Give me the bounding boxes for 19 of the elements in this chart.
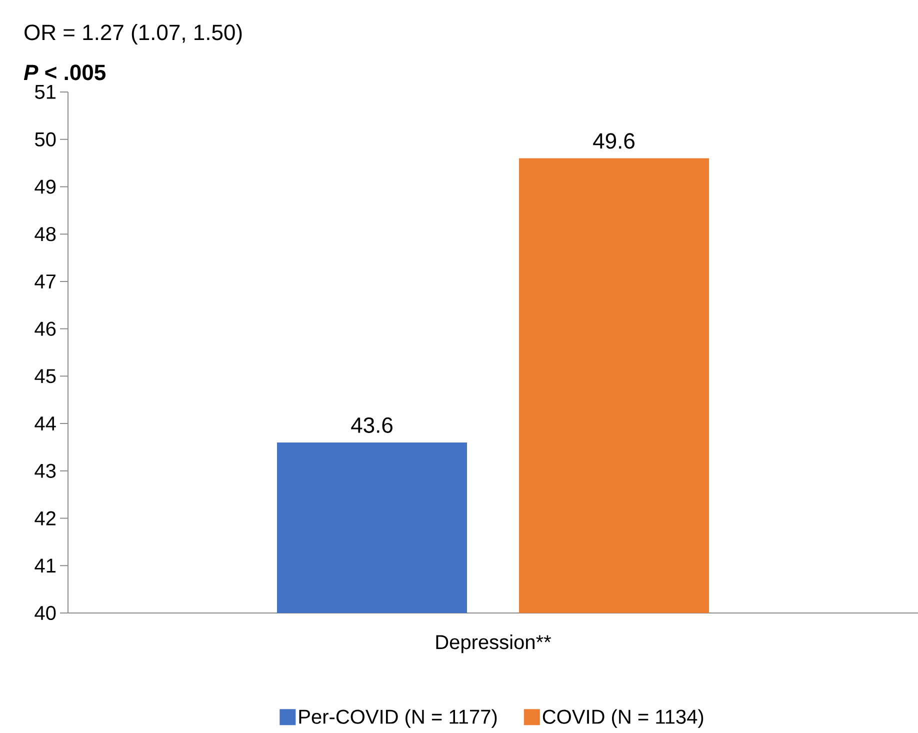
y-tick-label: 46 [34, 322, 56, 336]
y-tick-label: 45 [34, 369, 56, 384]
y-tick-label: 44 [34, 416, 56, 430]
y-tick-label: 47 [34, 274, 56, 288]
legend-label: COVID (N = 1134) [542, 709, 704, 728]
legend-label: Per-COVID (N = 1177) [299, 709, 497, 728]
chart-title: OR = 1.27 (1.07, 1.50) [24, 24, 242, 45]
y-tick-label: 50 [35, 132, 56, 146]
x-tick-label: Depression** [436, 634, 552, 654]
y-tick-label: 42 [34, 511, 56, 526]
data-label: 49.6 [593, 133, 634, 149]
chart-subtitle: P < .005 [24, 64, 106, 80]
y-tick-label: 49 [34, 180, 56, 194]
y-tick-label: 40 [34, 606, 56, 620]
data-label: 43.6 [351, 417, 392, 433]
y-tick-label: 41 [34, 558, 56, 573]
y-tick-label: 51 [35, 85, 56, 99]
y-tick-label: 48 [34, 227, 56, 242]
y-tick-label: 43 [34, 464, 56, 478]
